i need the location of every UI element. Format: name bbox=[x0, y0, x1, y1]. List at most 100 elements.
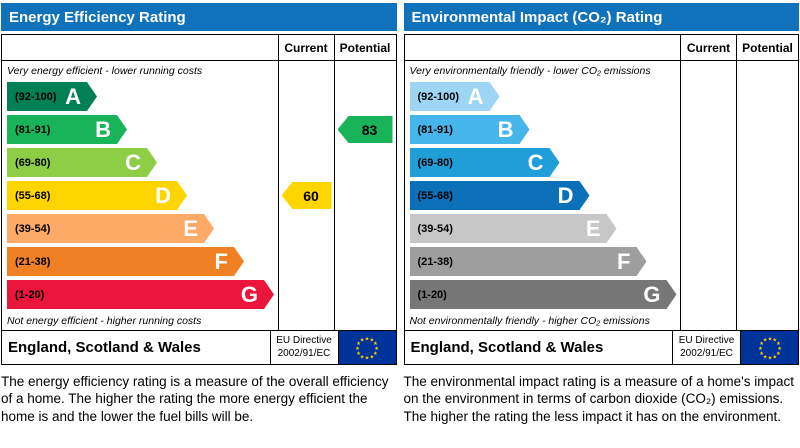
panel-title-bar: Energy Efficiency Rating bbox=[1, 3, 397, 31]
svg-text:★: ★ bbox=[762, 354, 767, 360]
eu-directive-label: EU Directive 2002/91/EC bbox=[269, 331, 338, 364]
band-letter: F bbox=[214, 248, 228, 274]
band-row: (21-38) F bbox=[405, 245, 681, 278]
band-letter: E bbox=[183, 215, 198, 241]
band-row: (81-91) B bbox=[2, 113, 278, 146]
band-range: (81-91) bbox=[15, 123, 51, 136]
current-column bbox=[680, 61, 736, 330]
band-c: (69-80) C bbox=[410, 148, 560, 177]
band-row: (1-20) G bbox=[2, 278, 278, 311]
current-column-header: Current bbox=[277, 35, 334, 60]
chart-body: Very energy efficient - lower running co… bbox=[2, 61, 396, 330]
band-letter: G bbox=[643, 281, 661, 307]
directive-line2: 2002/91/EC bbox=[277, 347, 331, 359]
svg-text:★: ★ bbox=[360, 354, 365, 360]
bottom-note: Not environmentally friendly - higher CO… bbox=[409, 315, 650, 327]
svg-text:★: ★ bbox=[365, 355, 370, 361]
band-f: (21-38) F bbox=[7, 247, 244, 276]
svg-text:★: ★ bbox=[772, 337, 777, 343]
svg-text:★: ★ bbox=[369, 337, 374, 343]
chart-footer: England, Scotland & Wales EU Directive 2… bbox=[2, 330, 396, 364]
band-row: (69-80) C bbox=[2, 146, 278, 179]
potential-column-header: Potential bbox=[333, 35, 396, 60]
band-row: (81-91) B bbox=[405, 113, 681, 146]
band-letter: E bbox=[585, 215, 601, 241]
region-label: England, Scotland & Wales bbox=[8, 339, 201, 356]
energy-rating-description: The energy efficiency rating is a measur… bbox=[1, 374, 389, 424]
potential-column bbox=[736, 61, 798, 330]
bottom-note: Not energy efficient - higher running co… bbox=[7, 315, 202, 327]
band-e: (39-54) E bbox=[410, 214, 617, 243]
eu-directive-label: EU Directive 2002/91/EC bbox=[672, 331, 740, 364]
band-letter: C bbox=[125, 149, 141, 175]
band-g: (1-20) G bbox=[410, 280, 677, 309]
band-letter: C bbox=[527, 149, 544, 175]
svg-text:★: ★ bbox=[777, 345, 782, 351]
directive-line1: EU Directive bbox=[678, 335, 735, 346]
svg-text:★: ★ bbox=[373, 350, 378, 356]
band-b: (81-91) B bbox=[7, 115, 127, 144]
band-range: (55-68) bbox=[417, 189, 453, 202]
energy-efficiency-panel: Energy Efficiency Rating Current Potenti… bbox=[1, 3, 397, 425]
band-letter: B bbox=[95, 116, 111, 142]
band-letter: G bbox=[240, 281, 258, 307]
svg-text:★: ★ bbox=[767, 336, 772, 342]
svg-text:★: ★ bbox=[772, 354, 777, 360]
band-d: (55-68) D bbox=[7, 181, 187, 210]
band-row: (1-20) G bbox=[405, 278, 681, 311]
potential-column-header: Potential bbox=[736, 35, 798, 60]
eu-flag-icon: ★ ★ ★ ★ ★ ★ ★ ★ ★ ★ ★ ★ bbox=[740, 331, 798, 364]
column-header-row: Current Potential bbox=[404, 35, 798, 61]
eu-flag-icon: ★ ★ ★ ★ ★ ★ ★ ★ ★ ★ ★ ★ bbox=[337, 331, 396, 364]
svg-text:★: ★ bbox=[369, 354, 374, 360]
environmental-impact-panel: Environmental Impact (CO₂) Rating Curren… bbox=[403, 3, 799, 425]
eu-flag-stars: ★ ★★ ★★★ ★★★ ★★★ bbox=[757, 336, 782, 361]
band-f: (21-38) F bbox=[410, 247, 647, 276]
band-area: Very energy efficient - lower running co… bbox=[2, 61, 278, 330]
panel-title: Environmental Impact (CO₂) Rating bbox=[411, 8, 663, 26]
svg-text:★: ★ bbox=[767, 355, 772, 361]
potential-rating-arrow: 83 bbox=[337, 116, 393, 143]
co2-rating-description: The environmental impact rating is a mea… bbox=[403, 374, 795, 424]
panel-title: Energy Efficiency Rating bbox=[9, 8, 186, 26]
svg-text:★: ★ bbox=[365, 336, 370, 342]
band-range: (1-20) bbox=[417, 288, 447, 301]
epc-charts-page: Energy Efficiency Rating Current Potenti… bbox=[1, 3, 799, 425]
band-range: (39-54) bbox=[417, 222, 453, 235]
svg-text:★: ★ bbox=[360, 337, 365, 343]
band-c: (69-80) C bbox=[7, 148, 157, 177]
potential-rating-value: 83 bbox=[361, 121, 378, 138]
directive-line2: 2002/91/EC bbox=[680, 347, 733, 359]
energy-rating-chart: Current Potential Very energy efficient … bbox=[1, 34, 397, 365]
directive-line1: EU Directive bbox=[276, 335, 332, 346]
svg-text:★: ★ bbox=[757, 345, 762, 351]
band-d: (55-68) D bbox=[410, 181, 590, 210]
band-row: (55-68) D bbox=[2, 179, 278, 212]
band-e: (39-54) E bbox=[7, 214, 214, 243]
band-row: (55-68) D bbox=[405, 179, 681, 212]
current-rating-arrow: 60 bbox=[281, 182, 332, 209]
band-range: (69-80) bbox=[15, 156, 51, 169]
band-range: (21-38) bbox=[15, 255, 51, 268]
current-column: 60 bbox=[277, 61, 334, 330]
band-letter: D bbox=[155, 182, 171, 208]
svg-text:★: ★ bbox=[759, 350, 764, 356]
band-range: (1-20) bbox=[15, 288, 45, 301]
svg-text:★: ★ bbox=[356, 350, 361, 356]
band-g: (1-20) G bbox=[7, 280, 274, 309]
top-note: Very energy efficient - lower running co… bbox=[7, 65, 203, 77]
header-spacer bbox=[2, 35, 278, 60]
svg-text:★: ★ bbox=[356, 341, 361, 347]
band-row: (92-100) A bbox=[405, 80, 681, 113]
svg-text:★: ★ bbox=[373, 341, 378, 347]
band-letter: D bbox=[557, 182, 574, 208]
svg-text:★: ★ bbox=[776, 341, 781, 347]
band-row: (69-80) C bbox=[405, 146, 681, 179]
current-column-header: Current bbox=[680, 35, 736, 60]
band-range: (81-91) bbox=[417, 123, 453, 136]
svg-text:★: ★ bbox=[374, 345, 379, 351]
panel-title-bar: Environmental Impact (CO₂) Rating bbox=[403, 3, 799, 31]
top-note: Very environmentally friendly - lower CO… bbox=[409, 65, 651, 77]
band-range: (55-68) bbox=[15, 189, 51, 202]
header-spacer bbox=[405, 35, 681, 60]
